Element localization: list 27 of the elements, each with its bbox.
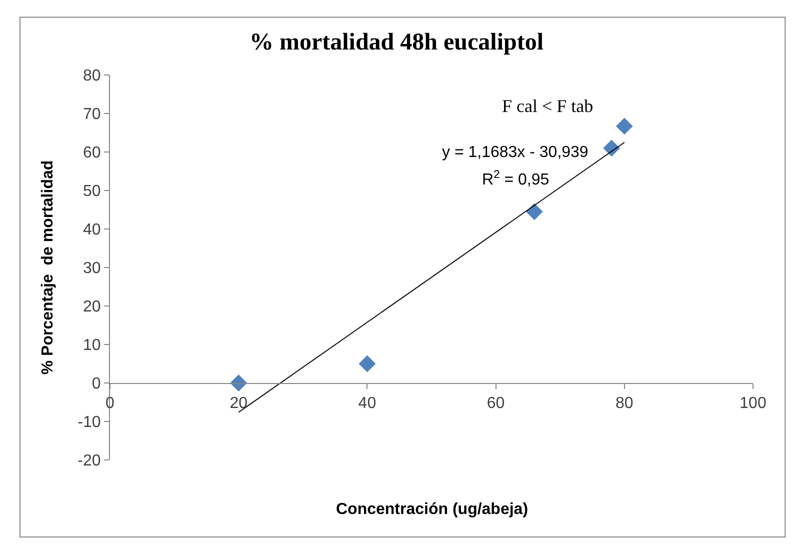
point [526, 203, 543, 220]
x-tick-label: 60 [486, 395, 505, 412]
x-tick-label: 40 [358, 395, 376, 412]
chart-title: % mortalidad 48h eucaliptol [249, 30, 544, 56]
y-tick-label: -10 [78, 414, 101, 432]
y-tick-label: 0 [92, 376, 101, 393]
x-axis-title: Concentración (ug/abeja) [336, 501, 528, 518]
y-tick-label: 70 [83, 106, 101, 124]
point [358, 355, 376, 372]
y-tick-label: 20 [83, 298, 101, 316]
y-tick-label: 50 [83, 183, 101, 200]
y-tick-label: 30 [83, 260, 101, 278]
x-tick-label: 100 [740, 395, 766, 412]
y-tick-label: -20 [78, 452, 101, 470]
y-axis-title: % Porcentaje de mortalidad [40, 160, 57, 375]
annotation: F cal < F tab [502, 96, 594, 116]
point [616, 118, 633, 135]
point [230, 374, 248, 392]
y-tick-label: 10 [83, 337, 101, 354]
y-tick-label: 40 [83, 222, 101, 239]
x-tick-label: 80 [616, 395, 634, 412]
annotation: R$^{2}$ = 0,95 [482, 169, 550, 189]
x-tick-label: 20 [230, 395, 248, 412]
y-tick-label: 60 [83, 144, 101, 162]
annotation: y = 1,1683x - 30,939 [442, 144, 588, 161]
point [603, 140, 620, 157]
y-tick-label: 80 [83, 68, 101, 85]
